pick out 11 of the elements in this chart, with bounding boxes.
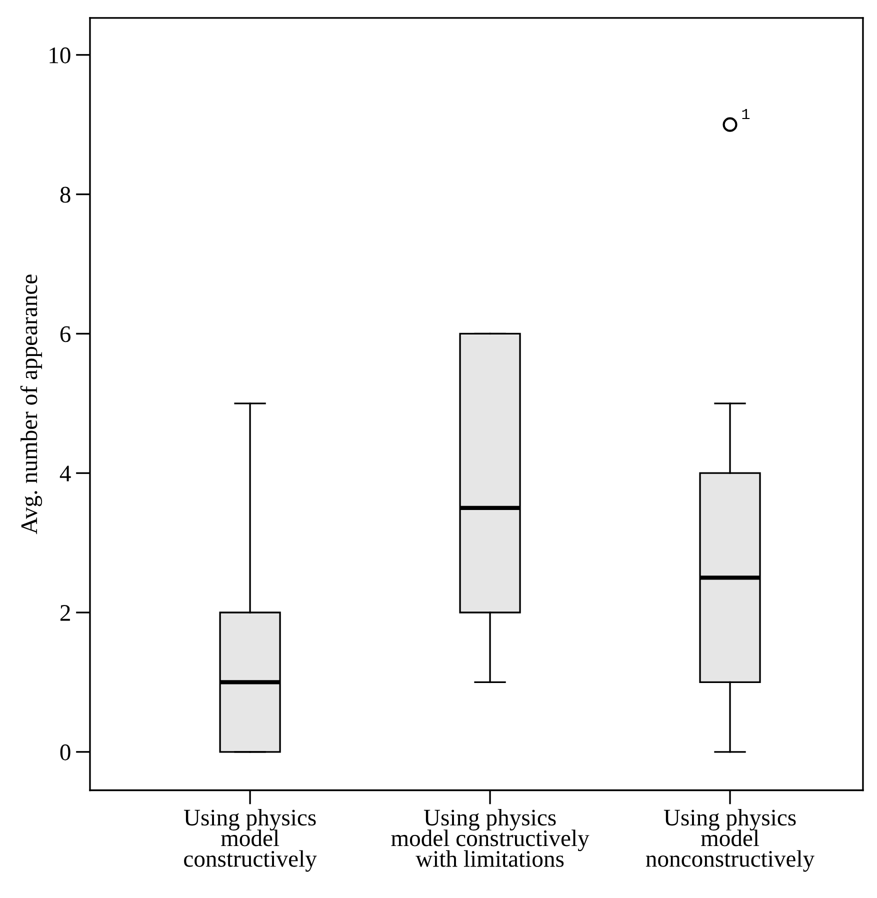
- y-tick-label: 10: [50, 47, 70, 64]
- y-tick-label: 8: [60, 186, 70, 203]
- x-tick-label: Using physics model constructively: [184, 808, 317, 872]
- y-tick-label: 2: [60, 605, 70, 621]
- x-tick-label: Using physics model constructively with limitations: [391, 808, 590, 867]
- y-tick-label: 0: [60, 744, 70, 760]
- y-axis-title: Avg. number of appearance: [20, 274, 42, 534]
- x-tick-label: Using physics model nonconstructively: [646, 808, 815, 872]
- y-tick-label: 4: [60, 466, 71, 482]
- annotation: 1: [742, 108, 750, 120]
- y-tick-label: 6: [60, 326, 71, 342]
